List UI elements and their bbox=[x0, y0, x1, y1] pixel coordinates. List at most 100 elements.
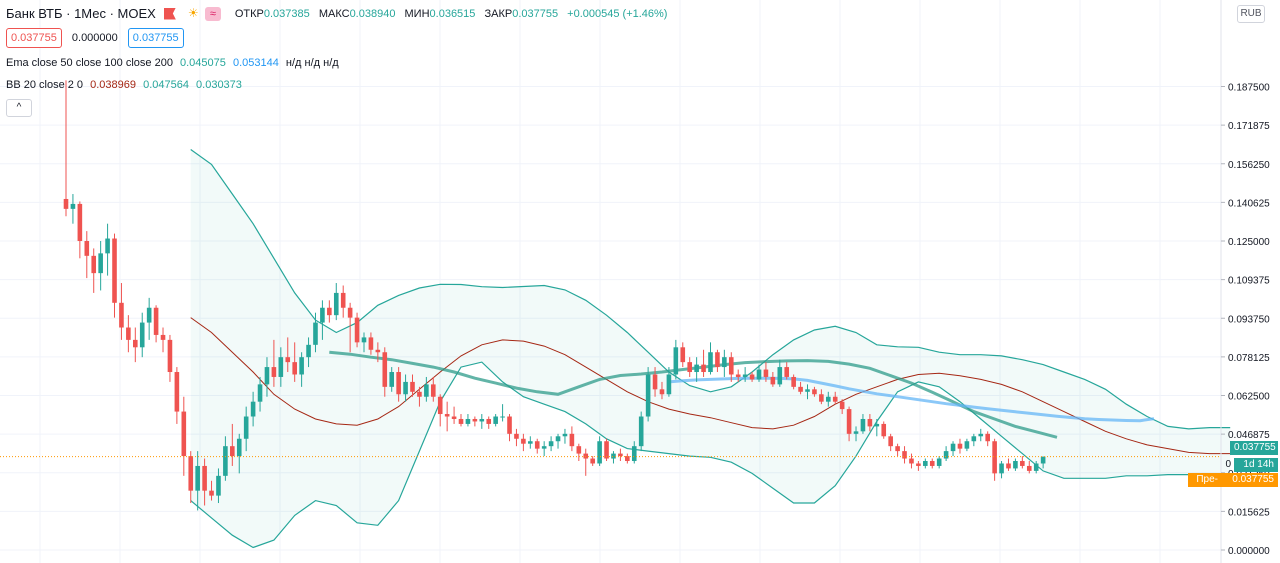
axis-tick-label: 0.171875 bbox=[1228, 121, 1270, 132]
candle-body bbox=[521, 438, 526, 444]
bb-legend[interactable]: BB 20 close 2 0 0.038969 0.047564 0.0303… bbox=[6, 79, 242, 91]
countdown-tag: 1d 14h bbox=[1234, 458, 1278, 472]
candle-body bbox=[479, 418, 485, 422]
collapse-legend-button[interactable]: ^ bbox=[6, 99, 32, 117]
axis-tick-label: 0.062500 bbox=[1228, 392, 1270, 403]
candle-body bbox=[98, 253, 103, 274]
candle-body bbox=[631, 446, 637, 462]
candle-body bbox=[541, 446, 547, 449]
candle-body bbox=[749, 374, 755, 380]
candle-body bbox=[742, 374, 748, 377]
symbol-title[interactable]: Банк ВТБ · 1Мес · MOEX bbox=[6, 6, 156, 21]
candle-body bbox=[798, 386, 803, 392]
candle-body bbox=[424, 384, 429, 397]
candle-body bbox=[417, 391, 422, 397]
candle-body bbox=[70, 203, 76, 209]
bb-lower-value: 0.030373 bbox=[196, 79, 242, 91]
sun-icon: ☀ bbox=[187, 6, 199, 20]
candle-body bbox=[964, 441, 970, 449]
candle-body bbox=[652, 374, 658, 390]
approx-icon: ≈ bbox=[204, 6, 221, 21]
candle-body bbox=[943, 451, 949, 459]
candle-body bbox=[1040, 456, 1046, 464]
candle-body bbox=[507, 416, 512, 434]
candle-body bbox=[84, 241, 90, 256]
candle-body bbox=[188, 456, 194, 491]
candle-body bbox=[770, 376, 776, 385]
candle-body bbox=[119, 302, 124, 328]
ema-value-2: 0.053144 bbox=[232, 57, 279, 69]
candle-body bbox=[555, 436, 561, 442]
candle-body bbox=[299, 357, 304, 375]
candle-body bbox=[992, 441, 997, 474]
candle-body bbox=[923, 461, 928, 466]
candle-body bbox=[133, 339, 138, 348]
candle-body bbox=[257, 384, 263, 402]
candle-body bbox=[236, 438, 242, 457]
axis-tick-label: 0.125000 bbox=[1228, 237, 1270, 248]
candle-body bbox=[999, 463, 1004, 474]
candle-body bbox=[472, 418, 478, 422]
open-label: ОТКР bbox=[234, 7, 264, 20]
candle-body bbox=[618, 453, 623, 457]
flag-icon[interactable] bbox=[163, 7, 176, 20]
candle-body bbox=[597, 441, 602, 464]
high-value: 0.038940 bbox=[349, 7, 396, 20]
candle-body bbox=[160, 334, 166, 340]
candle-body bbox=[1033, 463, 1039, 471]
candle-body bbox=[458, 418, 464, 424]
candle-body bbox=[1006, 463, 1011, 469]
close-label: ЗАКР bbox=[484, 7, 513, 20]
candle-body bbox=[126, 327, 131, 340]
candle-body bbox=[874, 423, 880, 427]
candle-body bbox=[826, 396, 831, 402]
candle-body bbox=[715, 352, 720, 368]
candle-body bbox=[354, 317, 360, 343]
candle-body bbox=[63, 198, 69, 209]
candle-body bbox=[340, 292, 346, 308]
candle-body bbox=[645, 374, 651, 417]
candle-body bbox=[493, 416, 498, 424]
candle-body bbox=[936, 458, 942, 466]
chart-header: Банк ВТБ · 1Мес · MOEX ☀ ≈ ОТКР0.037385 … bbox=[6, 6, 673, 21]
candle-body bbox=[396, 372, 401, 395]
buy-price-button[interactable]: 0.037755 bbox=[127, 28, 184, 48]
currency-button[interactable]: RUB bbox=[1237, 5, 1265, 23]
candle-body bbox=[694, 364, 699, 373]
candle-body bbox=[853, 431, 859, 434]
last-price-tag: 0.037755 bbox=[1230, 441, 1278, 455]
candle-body bbox=[728, 357, 734, 375]
candle-body bbox=[929, 461, 935, 466]
candle-body bbox=[985, 433, 990, 442]
ema-label: Ema close 50 close 100 close 200 bbox=[6, 57, 173, 69]
candle-body bbox=[867, 418, 873, 427]
candle-body bbox=[819, 394, 824, 402]
ema-legend[interactable]: Ema close 50 close 100 close 200 0.04507… bbox=[6, 57, 339, 69]
candle-body bbox=[569, 433, 575, 447]
candle-body bbox=[333, 292, 339, 316]
candle-body bbox=[410, 381, 415, 392]
open-value: 0.037385 bbox=[263, 7, 310, 20]
candle-body bbox=[77, 203, 83, 241]
sell-price-button[interactable]: 0.037755 bbox=[6, 28, 62, 48]
candle-body bbox=[146, 307, 152, 323]
pre-market-price-tag: 0.037755 bbox=[1221, 473, 1278, 487]
candle-body bbox=[812, 389, 817, 395]
ema-value-3: н/д н/д н/д bbox=[285, 57, 339, 69]
candle-body bbox=[756, 369, 762, 380]
candle-body bbox=[971, 436, 977, 442]
candle-body bbox=[950, 443, 956, 452]
candle-body bbox=[430, 384, 436, 397]
axis-tick-label: 0.156250 bbox=[1228, 160, 1270, 171]
candle-body bbox=[604, 441, 609, 459]
candle-body bbox=[583, 453, 589, 459]
candle-body bbox=[368, 337, 374, 350]
candle-body bbox=[888, 436, 893, 447]
candle-body bbox=[444, 414, 450, 417]
candle-body bbox=[576, 446, 582, 454]
candle-body bbox=[860, 418, 866, 432]
candle-body bbox=[562, 433, 568, 437]
candle-body bbox=[105, 238, 110, 254]
candle-body bbox=[625, 456, 630, 462]
